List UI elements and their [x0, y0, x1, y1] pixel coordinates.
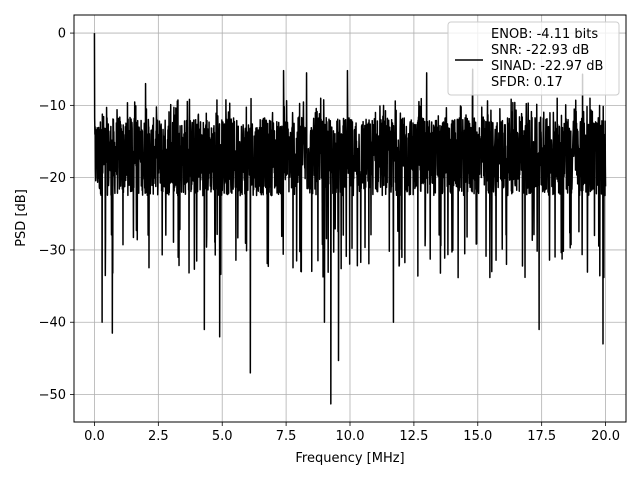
y-tick-label: −20 [39, 171, 66, 186]
x-tick-label: 5.0 [212, 429, 233, 444]
y-axis-ticks: 0 −10 −20 −30 −40 −50 [39, 27, 74, 403]
x-axis-label: Frequency [MHz] [295, 451, 404, 466]
y-tick-label: −50 [39, 388, 66, 403]
x-tick-label: 10.0 [336, 429, 365, 444]
x-tick-label: 17.5 [527, 429, 556, 444]
psd-series-line [93, 33, 607, 405]
y-tick-label: −30 [39, 243, 66, 258]
legend-box [447, 21, 620, 96]
y-tick-label: 0 [58, 27, 66, 42]
legend-line-sfdr: SFDR: 0.17 [491, 75, 563, 90]
legend: ENOB: -4.11 bits SNR: -22.93 dB SINAD: -… [447, 21, 620, 96]
x-tick-label: 20.0 [591, 429, 620, 444]
x-tick-label: 2.5 [148, 429, 169, 444]
y-tick-label: −10 [39, 99, 66, 114]
y-tick-label: −40 [39, 316, 66, 331]
x-tick-label: 12.5 [399, 429, 428, 444]
x-tick-label: 7.5 [276, 429, 297, 444]
y-axis-label: PSD [dB] [14, 189, 29, 247]
legend-line-enob: ENOB: -4.11 bits [491, 27, 598, 42]
legend-line-snr: SNR: -22.93 dB [491, 43, 589, 58]
x-tick-label: 15.0 [463, 429, 492, 444]
x-tick-label: 0.0 [84, 429, 105, 444]
legend-line-sinad: SINAD: -22.97 dB [491, 59, 603, 74]
x-axis-ticks: 0.0 2.5 5.0 7.5 10.0 12.5 15.0 17.5 20.0 [84, 422, 620, 444]
